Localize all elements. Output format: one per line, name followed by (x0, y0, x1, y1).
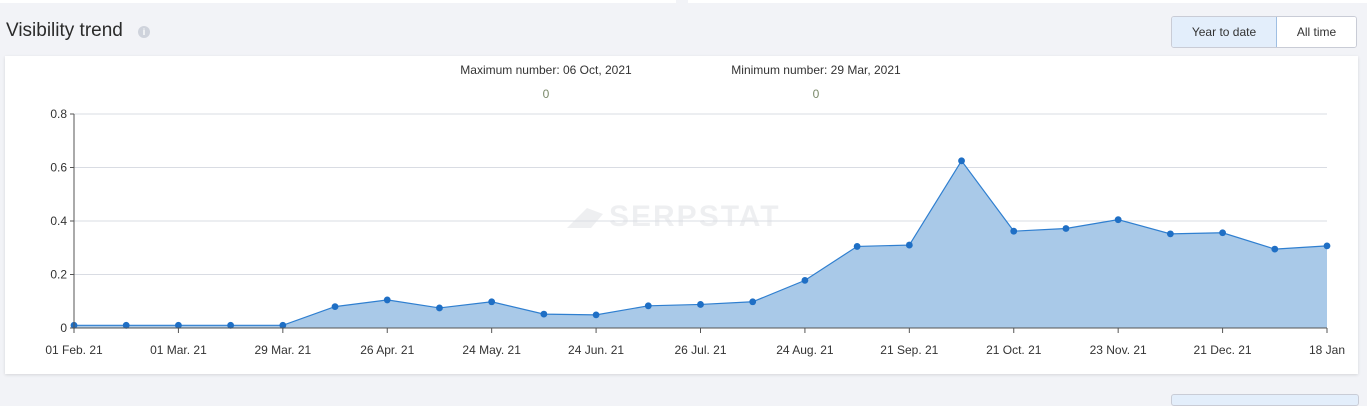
series-points (70, 157, 1331, 329)
all-time-button[interactable]: All time (1277, 17, 1356, 47)
data-point[interactable] (749, 298, 757, 306)
min-label: Minimum number: 29 Mar, 2021 (731, 63, 901, 77)
data-point[interactable] (1219, 229, 1226, 237)
top-strip-left (0, 0, 676, 3)
watermark: SERPSTAT (567, 200, 781, 233)
max-value: 0 (543, 87, 550, 101)
y-tick-label: 0.2 (50, 268, 67, 282)
x-tick-label: 26 Apr. 21 (360, 343, 414, 357)
top-strip-right (688, 0, 1367, 3)
y-tick-label: 0 (60, 321, 67, 335)
min-value: 0 (813, 87, 820, 101)
data-point[interactable] (1323, 242, 1331, 250)
serpstat-logo-icon (567, 208, 603, 228)
data-point[interactable] (227, 321, 235, 329)
period-toggle: Year to date All time (1171, 16, 1357, 48)
x-tick-label: 21 Dec. 21 (1194, 343, 1252, 357)
data-point[interactable] (905, 241, 913, 249)
x-tick-label: 29 Mar. 21 (254, 343, 311, 357)
data-point[interactable] (175, 321, 182, 329)
info-icon[interactable]: i (138, 26, 150, 38)
y-axis: 0 0.2 0.4 0.6 0.8 (50, 107, 75, 335)
x-tick-label: 26 Jul. 21 (674, 343, 726, 357)
x-axis: 01 Feb. 21 01 Mar. 21 29 Mar. 21 26 Apr. 21… (45, 327, 1345, 357)
y-tick-label: 0.8 (50, 107, 67, 121)
max-label: Maximum number: 06 Oct, 2021 (460, 63, 632, 77)
data-point[interactable] (1271, 245, 1279, 253)
section-title: Visibility trend (6, 20, 123, 41)
series-area (74, 160, 1327, 328)
x-tick-label: 24 Jun. 21 (568, 343, 624, 357)
y-tick-label: 0.6 (50, 161, 67, 175)
data-point[interactable] (697, 301, 704, 308)
data-point[interactable] (1062, 225, 1070, 232)
x-tick-label: 21 Oct. 21 (986, 343, 1042, 357)
x-tick-label: 23 Nov. 21 (1090, 343, 1147, 357)
chart-panel: Maximum number: 06 Oct, 2021 0 Minimum n… (5, 56, 1358, 374)
data-point[interactable] (1114, 216, 1122, 224)
data-point[interactable] (644, 302, 652, 310)
next-section-toggle[interactable] (1171, 394, 1359, 406)
data-point[interactable] (540, 310, 548, 318)
data-point[interactable] (801, 276, 809, 284)
data-point[interactable] (488, 298, 496, 306)
section-header: Visibility trend i Year to date All time (0, 12, 1367, 52)
data-point[interactable] (331, 303, 339, 310)
data-point[interactable] (436, 304, 443, 312)
x-tick-label: 01 Mar. 21 (150, 343, 207, 357)
data-point[interactable] (958, 157, 965, 165)
x-tick-label: 01 Feb. 21 (45, 343, 103, 357)
x-tick-label: 24 Aug. 21 (776, 343, 834, 357)
visibility-chart: Maximum number: 06 Oct, 2021 0 Minimum n… (45, 63, 1345, 357)
data-point[interactable] (383, 296, 391, 304)
data-point[interactable] (853, 243, 861, 250)
data-point[interactable] (592, 311, 600, 319)
data-point[interactable] (279, 321, 287, 329)
x-tick-label: 18 Jan (1309, 343, 1345, 357)
y-tick-label: 0.4 (50, 214, 67, 228)
year-to-date-button[interactable]: Year to date (1172, 17, 1277, 47)
x-tick-label: 21 Sep. 21 (880, 343, 938, 357)
watermark-text: SERPSTAT (609, 200, 781, 233)
data-point[interactable] (1166, 230, 1174, 238)
data-point[interactable] (1010, 227, 1018, 235)
data-point[interactable] (122, 321, 130, 329)
x-tick-label: 24 May. 21 (462, 343, 521, 357)
